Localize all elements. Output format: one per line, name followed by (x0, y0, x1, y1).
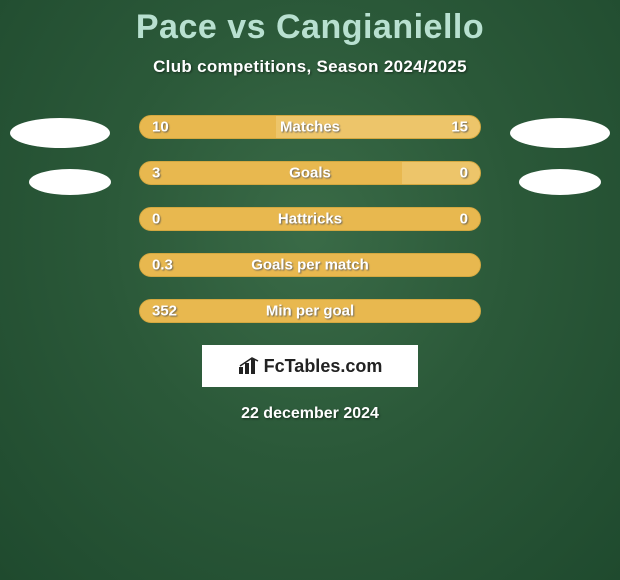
bar-label: Matches (280, 119, 340, 136)
avatar-placeholder-left-1 (10, 118, 110, 148)
bars-list: 10 Matches 15 3 Goals 0 0 Hattricks 0 0.3 Goals pe… (0, 115, 620, 323)
bar-value-left: 0.3 (152, 257, 173, 274)
bar-value-left: 3 (152, 165, 160, 182)
stat-bar: 3 Goals 0 (139, 161, 481, 185)
stats-area: 10 Matches 15 3 Goals 0 0 Hattricks 0 0.3 Goals pe… (0, 115, 620, 323)
logo-inner: FcTables.com (238, 356, 383, 377)
stat-bar: 0.3 Goals per match (139, 253, 481, 277)
comparison-card: Pace vs Cangianiello Club competitions, … (0, 0, 620, 423)
subtitle: Club competitions, Season 2024/2025 (0, 57, 620, 77)
bar-value-right: 0 (460, 211, 468, 228)
date-line: 22 december 2024 (0, 405, 620, 423)
bar-label: Goals per match (251, 257, 369, 274)
page-title: Pace vs Cangianiello (0, 8, 620, 47)
stat-bar: 10 Matches 15 (139, 115, 481, 139)
stat-bar: 0 Hattricks 0 (139, 207, 481, 231)
bar-value-left: 10 (152, 119, 169, 136)
bar-right-fill (402, 162, 480, 184)
source-logo[interactable]: FcTables.com (202, 345, 418, 387)
bar-value-right: 15 (451, 119, 468, 136)
logo-text: FcTables.com (264, 356, 383, 377)
bar-chart-icon (238, 357, 260, 375)
bar-value-left: 352 (152, 303, 177, 320)
bar-value-left: 0 (152, 211, 160, 228)
bar-label: Min per goal (266, 303, 354, 320)
bar-value-right: 0 (460, 165, 468, 182)
bar-label: Hattricks (278, 211, 342, 228)
bar-left-fill (140, 162, 402, 184)
avatar-placeholder-right-2 (519, 169, 601, 195)
avatar-placeholder-right-1 (510, 118, 610, 148)
stat-bar: 352 Min per goal (139, 299, 481, 323)
bar-label: Goals (289, 165, 331, 182)
avatar-placeholder-left-2 (29, 169, 111, 195)
